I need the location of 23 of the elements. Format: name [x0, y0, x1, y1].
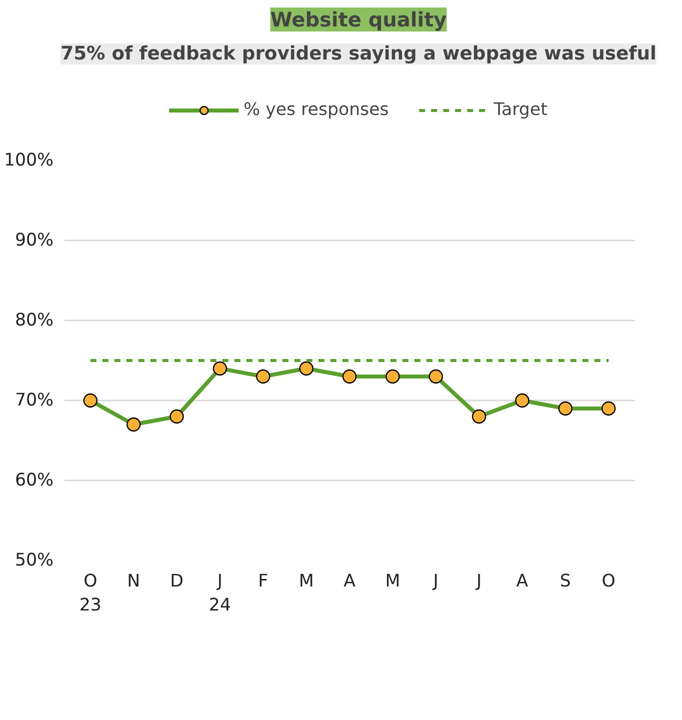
x-tick-label: A [344, 572, 356, 592]
chart-title: Website quality [270, 8, 447, 32]
x-tick-label: O [602, 572, 616, 592]
y-tick-label: 50% [14, 550, 54, 570]
chart-subtitle: 75% of feedback providers saying a webpage was useful [60, 44, 656, 64]
y-tick-label: 70% [14, 390, 54, 410]
x-tick-label: N [127, 572, 140, 592]
legend-label: % yes responses [244, 100, 389, 120]
x-tick-label: O 23 [79, 572, 102, 616]
x-tick-label: F [258, 572, 268, 592]
x-tick-label: J [432, 572, 438, 592]
x-tick-label: S [560, 572, 571, 592]
x-tick-label: J 24 [208, 572, 231, 616]
y-tick-label: 100% [4, 150, 54, 170]
x-tick-label: A [516, 572, 528, 592]
x-tick-label: M [385, 572, 400, 592]
y-tick-label: 80% [14, 310, 54, 330]
x-tick-label: J [475, 572, 482, 592]
y-tick-label: 60% [14, 470, 54, 490]
y-tick-label: 90% [14, 230, 54, 250]
x-tick-label: M [298, 572, 314, 592]
legend-label: Target [494, 100, 548, 120]
x-tick-label: D [170, 572, 184, 592]
